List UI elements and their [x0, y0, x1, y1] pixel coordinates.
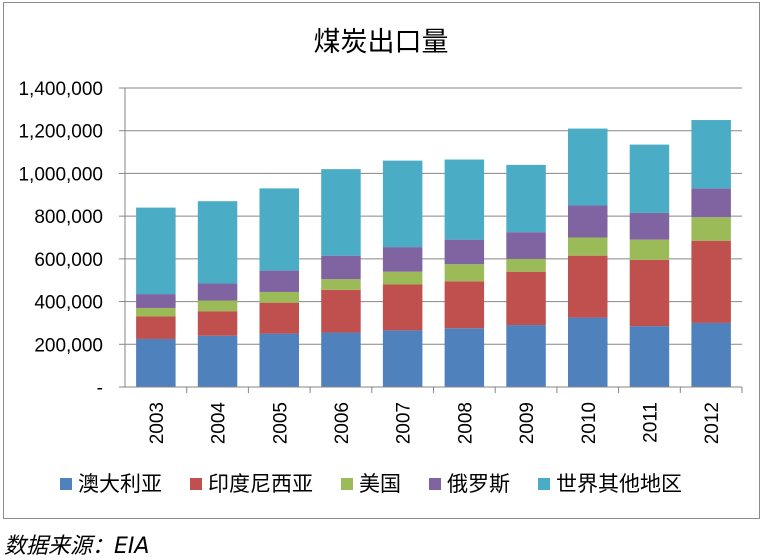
bar-segment — [506, 271, 546, 326]
x-tick-label: 2005 — [270, 402, 291, 444]
bar-segment — [259, 302, 299, 334]
x-tick-label: 2011 — [640, 402, 661, 443]
bar-segment — [506, 232, 546, 259]
bars — [136, 120, 731, 387]
bar-segment — [444, 159, 485, 240]
bar-segment — [136, 316, 176, 339]
bar-segment — [259, 188, 299, 271]
bar-segment — [568, 317, 608, 387]
bar-segment — [629, 259, 670, 327]
bar-segment — [506, 164, 546, 233]
chart-title: 煤炭出口量 — [314, 27, 449, 58]
bar-segment — [136, 307, 176, 317]
legend-label: 印度尼西亚 — [208, 472, 313, 496]
y-tick-label: 400,000 — [34, 293, 103, 314]
bar-segment — [691, 188, 731, 218]
bar-segment — [629, 212, 670, 240]
bar-segment — [197, 300, 238, 312]
bar-segment — [691, 322, 731, 387]
bar-segment — [259, 291, 299, 303]
bar-segment — [136, 207, 176, 295]
bar-segment — [506, 258, 546, 272]
legend-swatch — [190, 478, 202, 490]
legend: 澳大利亚 印度尼西亚 美国 俄罗斯 世界其他地区 — [60, 472, 682, 496]
bar-segment — [629, 239, 670, 260]
legend-label: 美国 — [359, 472, 401, 496]
bar-segment — [197, 335, 238, 387]
bar-segment — [197, 201, 238, 284]
bar-segment — [321, 169, 361, 256]
x-tick-label: 2010 — [579, 402, 600, 444]
y-tick-label: 800,000 — [34, 207, 103, 228]
bar-segment — [568, 237, 608, 256]
bar-segment — [382, 330, 423, 387]
bar-segment — [321, 289, 361, 333]
legend-swatch — [538, 478, 550, 490]
bar-segment — [629, 144, 670, 213]
bar-segment — [197, 311, 238, 336]
legend-label: 世界其他地区 — [556, 472, 682, 496]
bar-segment — [321, 255, 361, 280]
bar-segment — [444, 281, 485, 329]
bar-segment — [691, 240, 731, 323]
legend-swatch — [341, 478, 353, 490]
bar-segment — [382, 247, 423, 272]
bar-segment — [691, 217, 731, 241]
legend-label: 俄罗斯 — [447, 472, 510, 496]
y-tick-label: 1,000,000 — [18, 164, 103, 185]
source-note: 数据来源：EIA — [4, 534, 150, 559]
bar-segment — [321, 332, 361, 387]
bar-segment — [382, 160, 423, 248]
bar-segment — [136, 338, 176, 387]
bar-segment — [321, 279, 361, 290]
x-tick-label: 2009 — [517, 402, 538, 444]
legend-swatch — [429, 478, 441, 490]
bar-segment — [444, 328, 485, 387]
x-tick-label: 2008 — [455, 402, 476, 444]
bar-segment — [444, 264, 485, 282]
bar-segment — [197, 283, 238, 301]
legend-swatch — [60, 478, 72, 490]
x-tick-label: 2004 — [209, 402, 230, 445]
bar-segment — [444, 239, 485, 265]
x-tick-label: 2007 — [394, 402, 415, 444]
y-tick-label: 1,200,000 — [18, 122, 103, 143]
legend-label: 澳大利亚 — [78, 472, 162, 496]
y-tick-label: - — [97, 378, 103, 399]
bar-segment — [136, 294, 176, 308]
bar-segment — [506, 325, 546, 387]
axes: - 200,000 400,000 600,000 800,000 1,000,000 1,… — [18, 79, 743, 445]
stacked-bar-chart: 煤炭出口量 - 200,000 400,000 600,000 800,000 1,000… — [18, 27, 743, 496]
x-tick-label: 2012 — [702, 402, 723, 444]
y-tick-label: 200,000 — [34, 335, 103, 356]
bar-segment — [568, 205, 608, 238]
bar-segment — [691, 120, 731, 189]
bar-segment — [259, 270, 299, 292]
bar-segment — [259, 333, 299, 387]
x-tick-label: 2006 — [332, 402, 353, 444]
bar-segment — [382, 271, 423, 285]
y-tick-label: 600,000 — [34, 250, 103, 271]
bar-segment — [629, 326, 670, 387]
bar-segment — [382, 284, 423, 331]
y-tick-label: 1,400,000 — [18, 79, 103, 100]
bar-segment — [568, 255, 608, 318]
bar-segment — [568, 128, 608, 206]
x-tick-label: 2003 — [147, 402, 168, 444]
